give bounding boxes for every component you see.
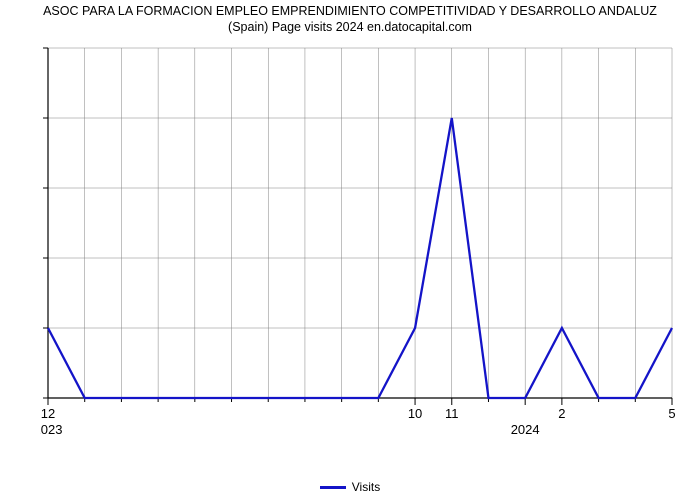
chart-title-line1: ASOC PARA LA FORMACION EMPLEO EMPRENDIMI…	[43, 4, 657, 18]
svg-text:5: 5	[668, 406, 675, 421]
svg-text:10: 10	[408, 406, 422, 421]
chart-title: ASOC PARA LA FORMACION EMPLEO EMPRENDIMI…	[0, 0, 700, 35]
svg-text:12: 12	[41, 406, 55, 421]
legend-swatch	[320, 486, 346, 489]
legend-label: Visits	[352, 480, 380, 494]
legend: Visits	[0, 480, 700, 494]
svg-text:2023: 2023	[40, 422, 62, 437]
svg-text:11: 11	[445, 406, 459, 421]
svg-text:2024: 2024	[511, 422, 540, 437]
plot-area: 0123451220231011202425	[40, 42, 680, 442]
chart-svg: 0123451220231011202425	[40, 42, 680, 442]
chart-title-line2: (Spain) Page visits 2024 en.datocapital.…	[228, 20, 472, 34]
svg-text:2: 2	[558, 406, 565, 421]
